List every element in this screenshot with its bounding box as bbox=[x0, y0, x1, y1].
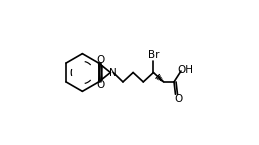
Text: O: O bbox=[174, 94, 182, 104]
Text: Br: Br bbox=[148, 50, 159, 60]
Text: O: O bbox=[97, 80, 105, 90]
Text: N: N bbox=[109, 68, 116, 77]
Text: OH: OH bbox=[177, 65, 193, 75]
Text: O: O bbox=[97, 55, 105, 65]
